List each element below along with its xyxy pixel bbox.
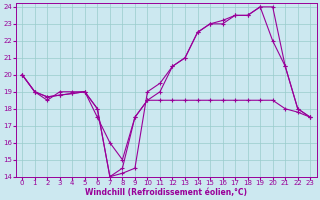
X-axis label: Windchill (Refroidissement éolien,°C): Windchill (Refroidissement éolien,°C) xyxy=(85,188,247,197)
